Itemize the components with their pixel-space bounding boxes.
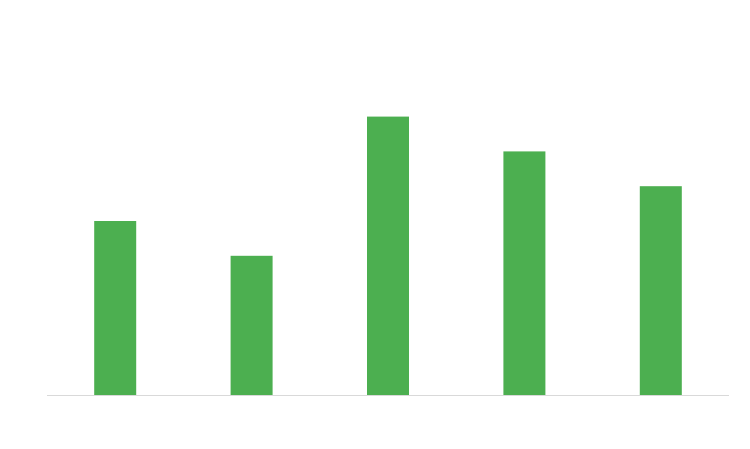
bar-3 — [367, 116, 409, 395]
bar-4 — [503, 151, 546, 395]
bar-5 — [639, 186, 682, 395]
bar-1 — [94, 221, 137, 395]
bar-2 — [230, 255, 273, 395]
bars-group — [94, 116, 682, 395]
